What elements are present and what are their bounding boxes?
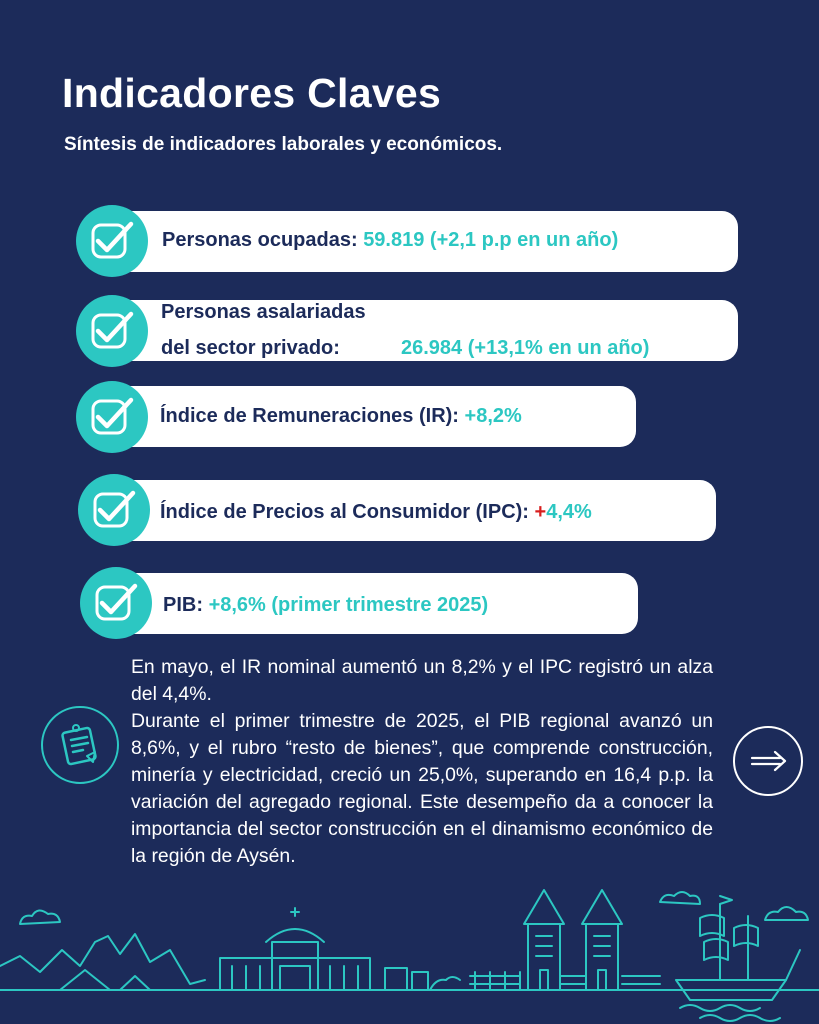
body-text: En mayo, el IR nominal aumentó un 8,2% y…	[131, 654, 713, 870]
indicator-value: 59.819 (+2,1 p.p en un año)	[363, 229, 619, 251]
indicator-label: del sector privado:	[161, 337, 340, 359]
indicator-label: Personas asalariadas	[161, 301, 366, 323]
plus-sign: +	[534, 501, 547, 523]
page-title: Indicadores Claves	[62, 70, 442, 116]
paragraph: Durante el primer trimestre de 2025, el …	[131, 710, 713, 867]
indicator-card-ipc: Índice de Precios al Consumidor (IPC): +…	[112, 480, 716, 541]
arrow-right-icon	[750, 750, 787, 772]
skyline-illustration	[0, 889, 819, 1022]
indicator-value: +8,6% (primer trimestre 2025)	[208, 594, 489, 616]
check-icon	[76, 381, 148, 453]
check-icon	[76, 205, 148, 277]
indicator-label: Personas ocupadas:	[162, 229, 358, 251]
indicator-card-asalariadas: Personas asalariadas del sector privado:…	[112, 300, 738, 361]
check-icon	[78, 474, 150, 546]
notes-icon	[41, 706, 119, 784]
indicator-label: Índice de Remuneraciones (IR):	[160, 405, 459, 427]
check-icon	[80, 567, 152, 639]
indicator-value: 4,4%	[546, 501, 592, 523]
paragraph: En mayo, el IR nominal aumentó un 8,2% y…	[131, 656, 713, 705]
indicator-card-ir: Índice de Remuneraciones (IR): +8,2%	[112, 386, 636, 447]
indicator-label: PIB:	[163, 594, 203, 616]
indicator-value: 26.984 (+13,1% en un año)	[401, 337, 650, 359]
next-button[interactable]	[733, 726, 803, 796]
page-subtitle: Síntesis de indicadores laborales y econ…	[64, 134, 503, 155]
indicator-card-ocupadas: Personas ocupadas: 59.819 (+2,1 p.p en u…	[112, 211, 738, 272]
indicator-value: +8,2%	[464, 405, 522, 427]
indicator-label: Índice de Precios al Consumidor (IPC):	[160, 501, 529, 523]
check-icon	[76, 295, 148, 367]
indicator-card-pib: PIB: +8,6% (primer trimestre 2025)	[112, 573, 638, 634]
